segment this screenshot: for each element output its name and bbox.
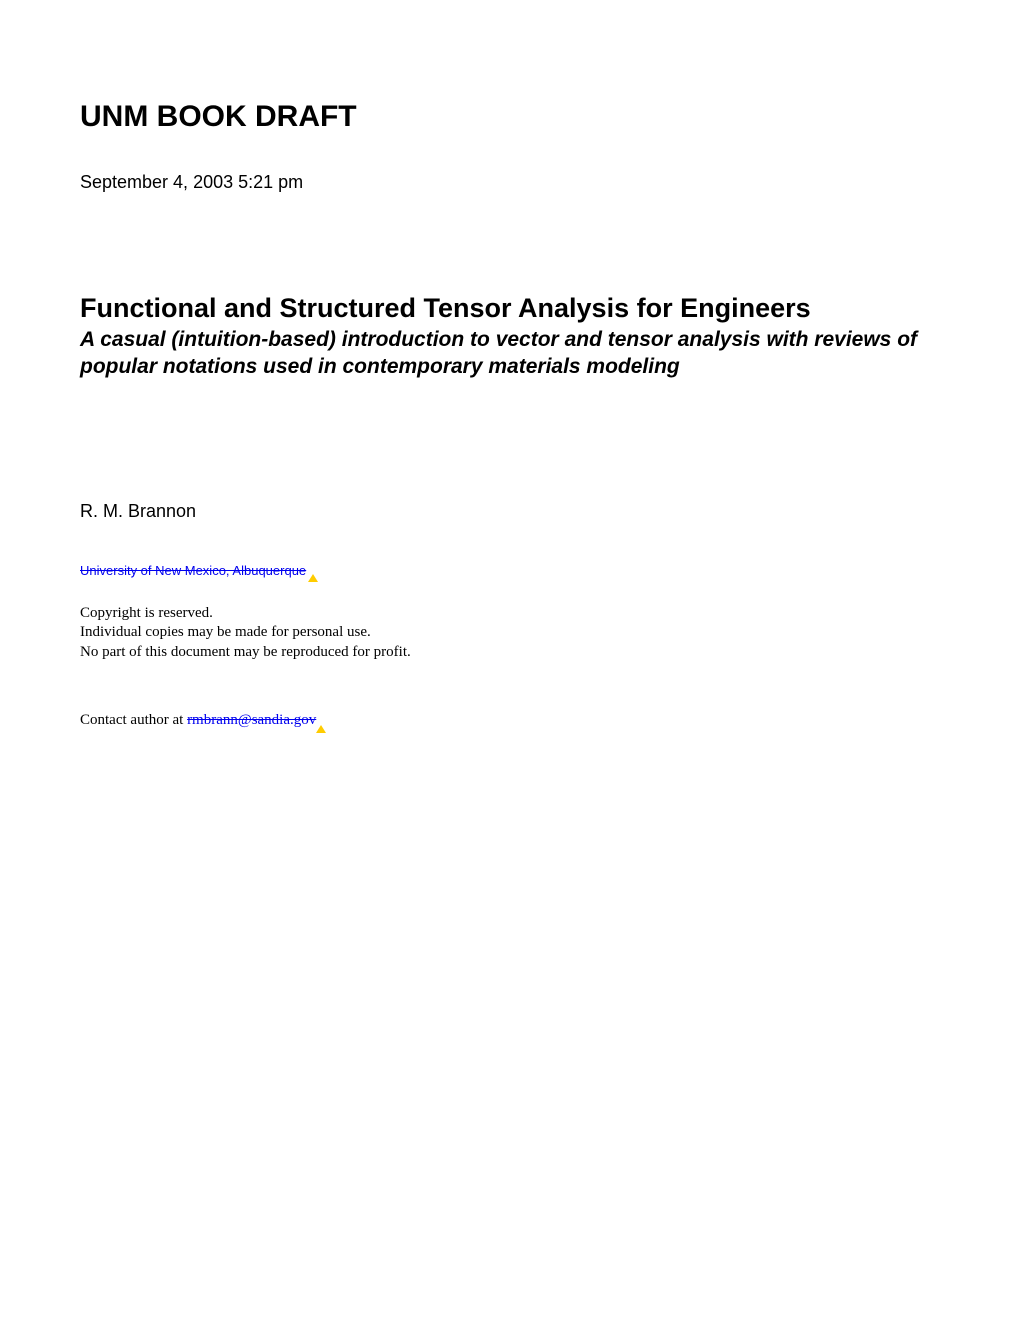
copyright-line-3: No part of this document may be reproduc… bbox=[80, 643, 940, 663]
main-title: Functional and Structured Tensor Analysi… bbox=[80, 293, 940, 324]
author-name: R. M. Brannon bbox=[80, 501, 940, 522]
author-affiliation-link[interactable]: University of New Mexico, Albuquerque bbox=[80, 563, 306, 578]
subtitle: A casual (intuition-based) introduction … bbox=[80, 326, 940, 381]
contact-prefix: Contact author at bbox=[80, 712, 187, 728]
contact-line: Contact author at rmbrann@sandia.gov bbox=[80, 712, 940, 729]
copyright-line-2: Individual copies may be made for person… bbox=[80, 623, 940, 643]
date-line: September 4, 2003 5:21 pm bbox=[80, 172, 940, 193]
copyright-block: Copyright is reserved. Individual copies… bbox=[80, 604, 940, 663]
copyright-line-1: Copyright is reserved. bbox=[80, 604, 940, 624]
contact-email-link[interactable]: rmbrann@sandia.gov bbox=[187, 712, 316, 729]
draft-heading: UNM BOOK DRAFT bbox=[80, 100, 940, 134]
